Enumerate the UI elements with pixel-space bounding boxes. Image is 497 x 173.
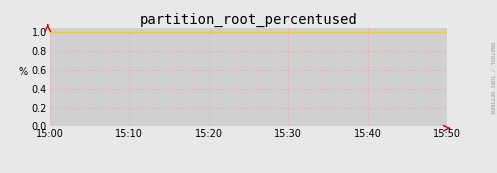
Y-axis label: %: %	[19, 67, 28, 77]
Text: RRDTOOL / TOBI OETIKER: RRDTOOL / TOBI OETIKER	[490, 42, 495, 114]
Title: partition_root_percentused: partition_root_percentused	[140, 12, 357, 27]
